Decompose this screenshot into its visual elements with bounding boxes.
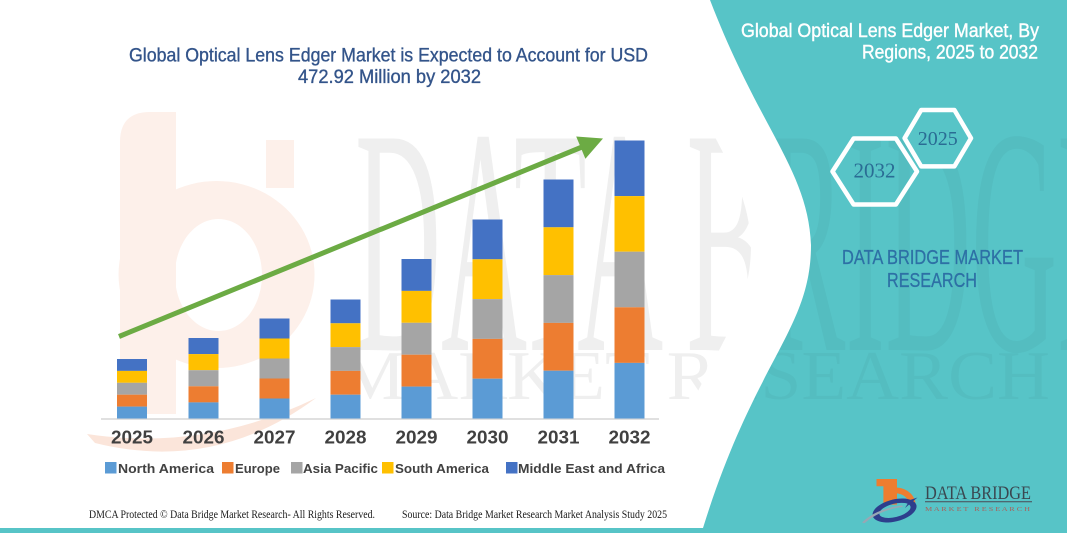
svg-text:Asia Pacific: Asia Pacific — [303, 461, 378, 476]
svg-text:M A R K E T R E S E A R C H: M A R K E T R E S E A R C H — [925, 506, 1030, 513]
svg-text:Regions, 2025 to 2032: Regions, 2025 to 2032 — [862, 43, 1038, 64]
svg-text:Source: Data Bridge Market Res: Source: Data Bridge Market Research Mark… — [402, 509, 667, 521]
svg-text:2025: 2025 — [111, 428, 153, 448]
svg-text:2025: 2025 — [918, 128, 958, 150]
svg-text:DATA BRIDGE MARKET: DATA BRIDGE MARKET — [842, 246, 1023, 269]
svg-text:2032: 2032 — [854, 159, 896, 183]
svg-text:Global Optical Lens Edger Mark: Global Optical Lens Edger Market, By — [741, 21, 1039, 42]
svg-text:DATA BRIDGE: DATA BRIDGE — [925, 483, 1031, 504]
svg-text:North America: North America — [118, 461, 215, 476]
svg-text:Middle East and Africa: Middle East and Africa — [518, 461, 666, 476]
svg-text:2027: 2027 — [254, 428, 296, 448]
svg-text:472.92 Million by 2032: 472.92 Million by 2032 — [298, 66, 481, 88]
svg-text:RESEARCH: RESEARCH — [887, 269, 977, 292]
svg-text:Global Optical Lens Edger Mark: Global Optical Lens Edger Market is Expe… — [129, 45, 648, 67]
svg-text:2032: 2032 — [609, 428, 651, 448]
svg-text:2031: 2031 — [538, 428, 580, 448]
svg-text:2030: 2030 — [467, 428, 509, 448]
svg-text:2026: 2026 — [183, 428, 225, 448]
svg-text:2029: 2029 — [396, 428, 438, 448]
svg-text:Europe: Europe — [235, 461, 280, 476]
svg-text:DMCA Protected © Data Bridge M: DMCA Protected © Data Bridge Market Rese… — [89, 509, 375, 521]
svg-text:South America: South America — [395, 461, 490, 476]
svg-text:2028: 2028 — [325, 428, 367, 448]
